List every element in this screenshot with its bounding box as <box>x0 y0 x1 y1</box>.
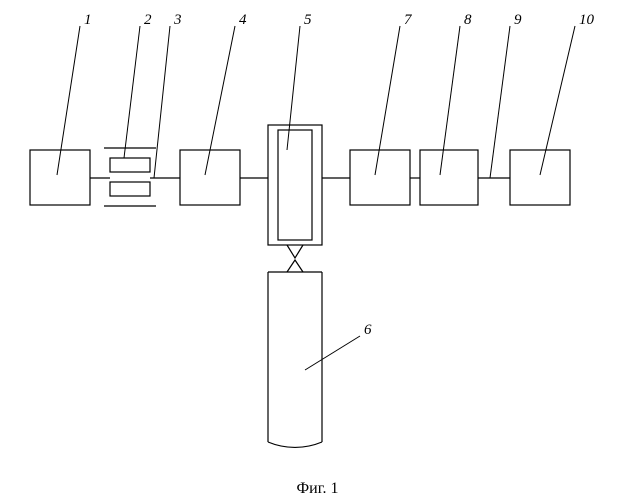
block6-arc <box>268 442 322 447</box>
block-b10 <box>510 150 570 205</box>
block-b8 <box>420 150 478 205</box>
leader-1 <box>57 26 80 175</box>
label-8: 8 <box>464 12 472 28</box>
block-b4 <box>180 150 240 205</box>
leader-3 <box>154 26 170 178</box>
leader-4 <box>205 26 235 175</box>
block-b7 <box>350 150 410 205</box>
leader-6 <box>305 336 360 370</box>
label-2: 2 <box>144 12 152 28</box>
leader-5 <box>287 26 300 150</box>
figure-canvas: 1 2 3 4 5 7 8 9 10 6 <box>0 0 635 500</box>
figure-caption: Фиг. 1 <box>0 480 635 498</box>
label-1: 1 <box>84 12 92 28</box>
small-r3 <box>110 182 150 196</box>
leader-7 <box>375 26 400 175</box>
block6-v <box>287 260 303 272</box>
label-9: 9 <box>514 12 522 28</box>
label-10: 10 <box>579 12 595 28</box>
small-r2 <box>110 158 150 172</box>
leader-8 <box>440 26 460 175</box>
block5-v <box>287 245 303 258</box>
block5-outer <box>268 125 322 245</box>
label-4: 4 <box>239 12 247 28</box>
label-6: 6 <box>364 322 372 338</box>
block5-inner <box>278 130 312 240</box>
label-7: 7 <box>404 12 413 28</box>
label-3: 3 <box>173 12 182 28</box>
label-5: 5 <box>304 12 312 28</box>
leader-2 <box>124 26 140 158</box>
leader-9 <box>490 26 510 178</box>
